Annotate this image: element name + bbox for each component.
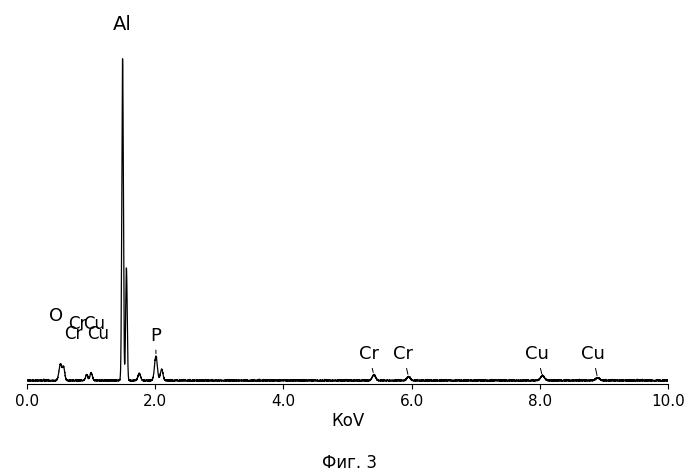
Text: Cu: Cu [525,345,549,374]
Text: Cu: Cu [88,325,109,343]
Text: Фиг. 3: Фиг. 3 [323,454,377,472]
Text: Al: Al [113,15,132,34]
Text: Cr: Cr [358,345,379,372]
Text: O: O [49,307,63,325]
Text: P: P [150,326,162,354]
Text: Cr: Cr [393,345,414,374]
X-axis label: КоV: КоV [331,412,364,429]
Text: Cr: Cr [68,315,86,333]
Text: Cu: Cu [83,315,106,333]
Text: Cu: Cu [580,345,604,376]
Text: Cr: Cr [64,325,83,343]
